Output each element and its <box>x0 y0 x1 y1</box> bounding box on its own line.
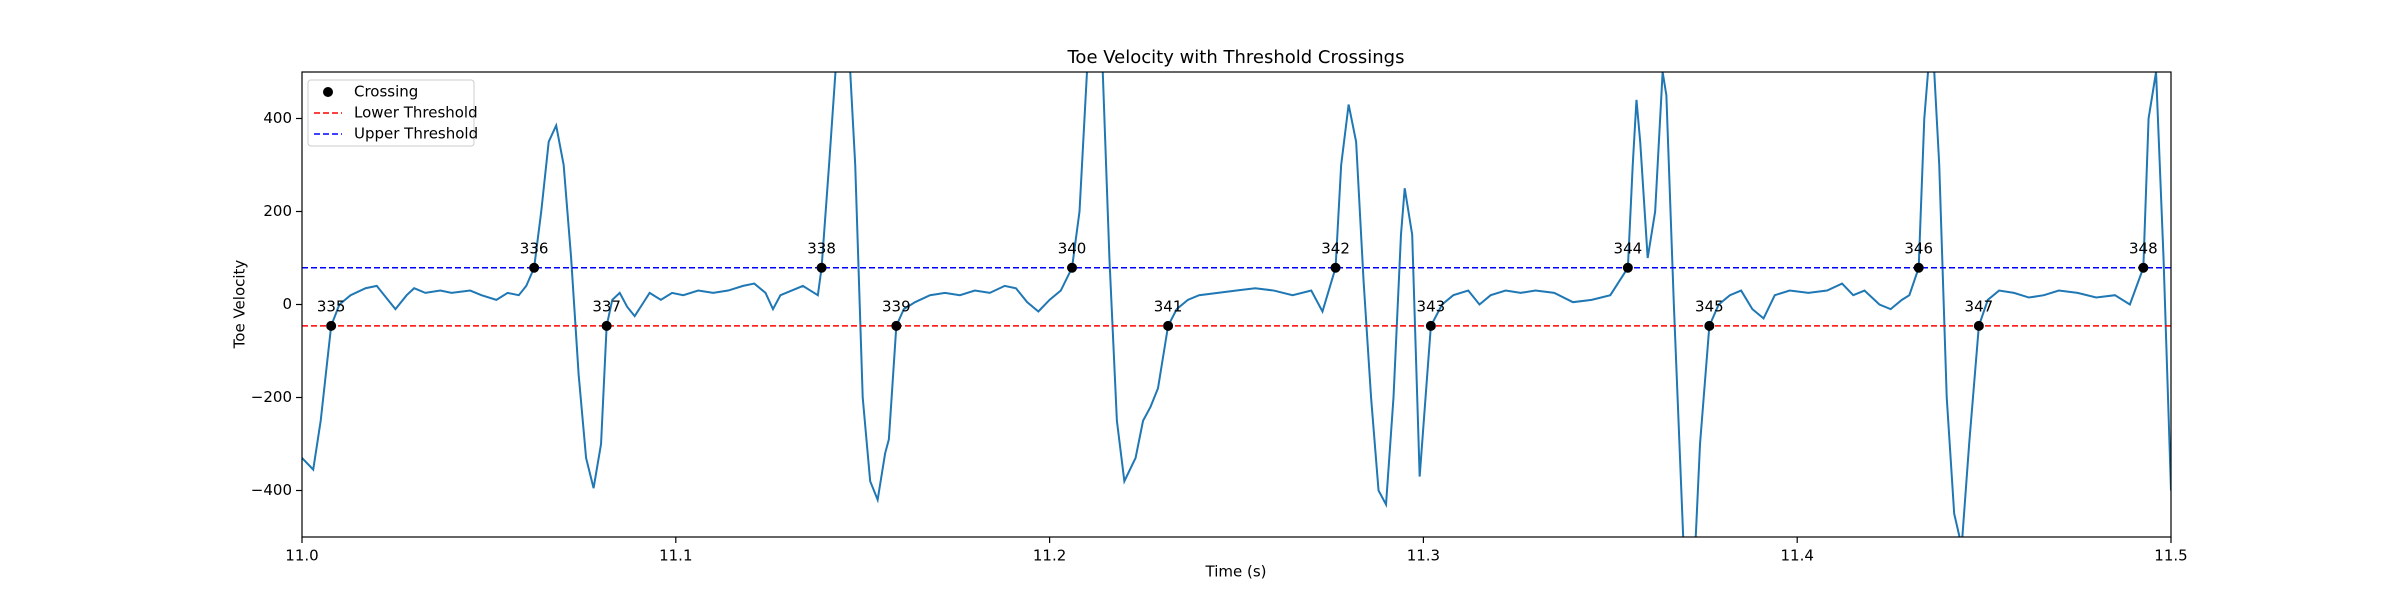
legend-marker <box>323 87 333 97</box>
crossing-point <box>529 262 540 273</box>
x-tick-label: 11.1 <box>659 547 692 565</box>
crossing-label: 340 <box>1058 239 1087 257</box>
crossing-label: 346 <box>1904 239 1933 257</box>
y-tick-label: −400 <box>251 481 292 499</box>
crossing-point <box>1973 320 1984 331</box>
crossing-point <box>1913 262 1924 273</box>
crossing-point <box>1330 262 1341 273</box>
crossing-point <box>1067 262 1078 273</box>
crossing-point <box>891 320 902 331</box>
crossing-point <box>601 320 612 331</box>
x-tick-label: 11.3 <box>1407 547 1440 565</box>
x-tick-label: 11.4 <box>1780 547 1813 565</box>
crossing-point <box>1704 320 1715 331</box>
legend-label: Upper Threshold <box>354 125 478 143</box>
crossing-label: 341 <box>1154 297 1183 315</box>
crossing-label: 335 <box>317 297 346 315</box>
crossing-label: 337 <box>592 297 621 315</box>
x-axis-label: Time (s) <box>1205 563 1267 581</box>
crossing-label: 348 <box>2129 239 2158 257</box>
crossing-point <box>816 262 827 273</box>
y-tick-label: 0 <box>282 295 292 313</box>
crossing-label: 342 <box>1321 239 1350 257</box>
x-tick-label: 11.2 <box>1033 547 1066 565</box>
crossing-label: 343 <box>1417 297 1446 315</box>
crossing-label: 345 <box>1695 297 1724 315</box>
y-tick-label: −200 <box>251 388 292 406</box>
y-axis-label: Toe Velocity <box>231 260 249 350</box>
y-tick-label: 400 <box>263 109 292 127</box>
legend-label: Lower Threshold <box>354 104 478 122</box>
crossing-label: 347 <box>1965 297 1994 315</box>
crossing-label: 336 <box>520 239 549 257</box>
y-tick-label: 200 <box>263 202 292 220</box>
crossing-label: 344 <box>1614 239 1643 257</box>
chart-title: Toe Velocity with Threshold Crossings <box>1067 47 1405 68</box>
crossing-label: 338 <box>807 239 836 257</box>
crossing-label: 339 <box>882 297 911 315</box>
legend-label: Crossing <box>354 83 418 101</box>
crossing-point <box>2138 262 2149 273</box>
legend-box <box>307 79 475 147</box>
crossing-point <box>1622 262 1633 273</box>
plot-area <box>302 72 2171 537</box>
plot-frame <box>301 71 2172 538</box>
crossing-point <box>1425 320 1436 331</box>
crossing-point <box>1163 320 1174 331</box>
x-tick-label: 11.5 <box>2154 547 2187 565</box>
data-line <box>302 72 2171 537</box>
crossing-point <box>326 320 337 331</box>
x-tick-label: 11.0 <box>285 547 318 565</box>
